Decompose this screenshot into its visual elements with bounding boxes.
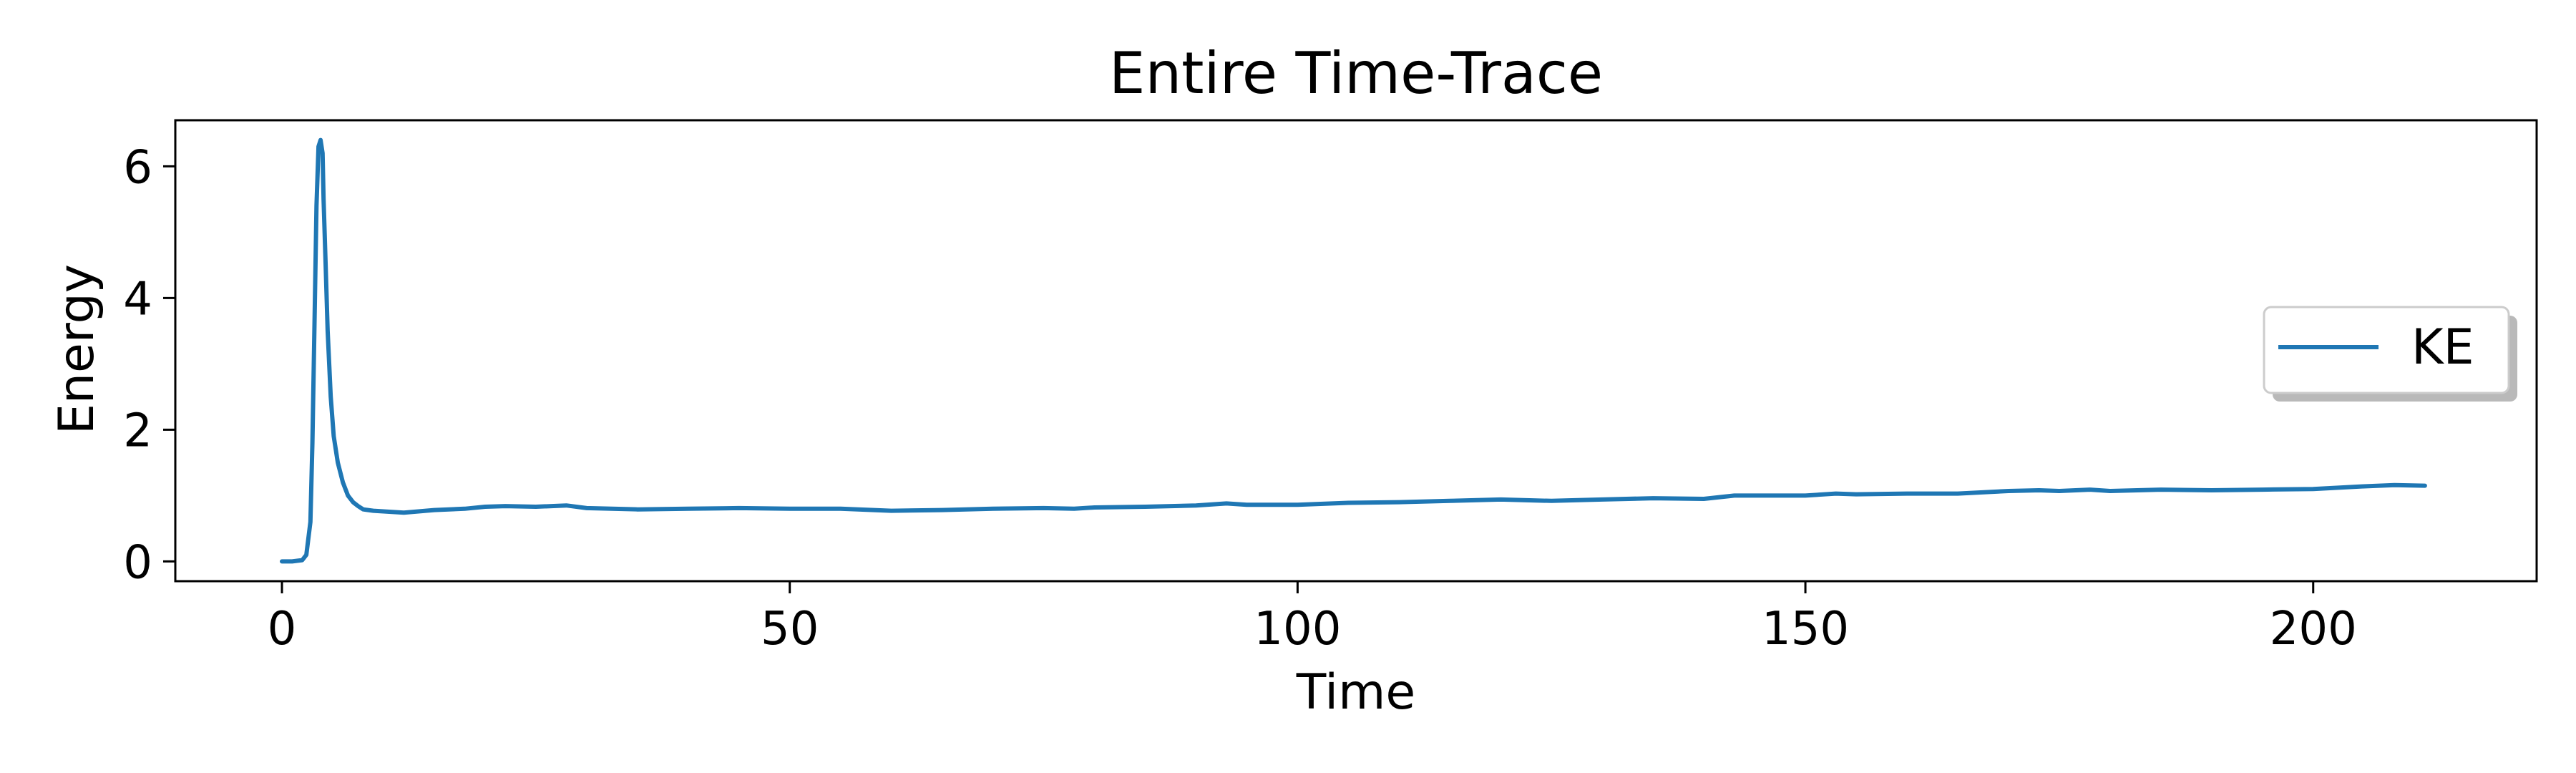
x-axis-label: Time [1296,664,1415,721]
plot-frame [174,119,2538,583]
x-axis: 0 50 100 150 200 [268,581,2357,656]
chart-title: Entire Time-Trace [1109,40,1603,107]
plot-area [174,119,2538,583]
x-tick-label: 0 [268,603,297,656]
x-tick-label: 50 [761,603,819,656]
y-tick-label: 0 [123,536,152,589]
x-tick-label: 100 [1254,603,1341,656]
legend-label: KE [2411,319,2474,376]
x-tick-label: 150 [1762,603,1849,656]
legend-frame [2263,306,2510,394]
y-axis: 0 2 4 6 [123,141,175,589]
x-tick-label: 200 [2270,603,2357,656]
y-axis-label: Energy [49,264,105,434]
y-tick-label: 2 [123,404,152,457]
legend: KE [2263,306,2517,402]
y-tick-label: 4 [123,273,152,326]
series-line-ke [280,137,2427,564]
y-tick-label: 6 [123,141,152,194]
series-layer [280,137,2427,564]
